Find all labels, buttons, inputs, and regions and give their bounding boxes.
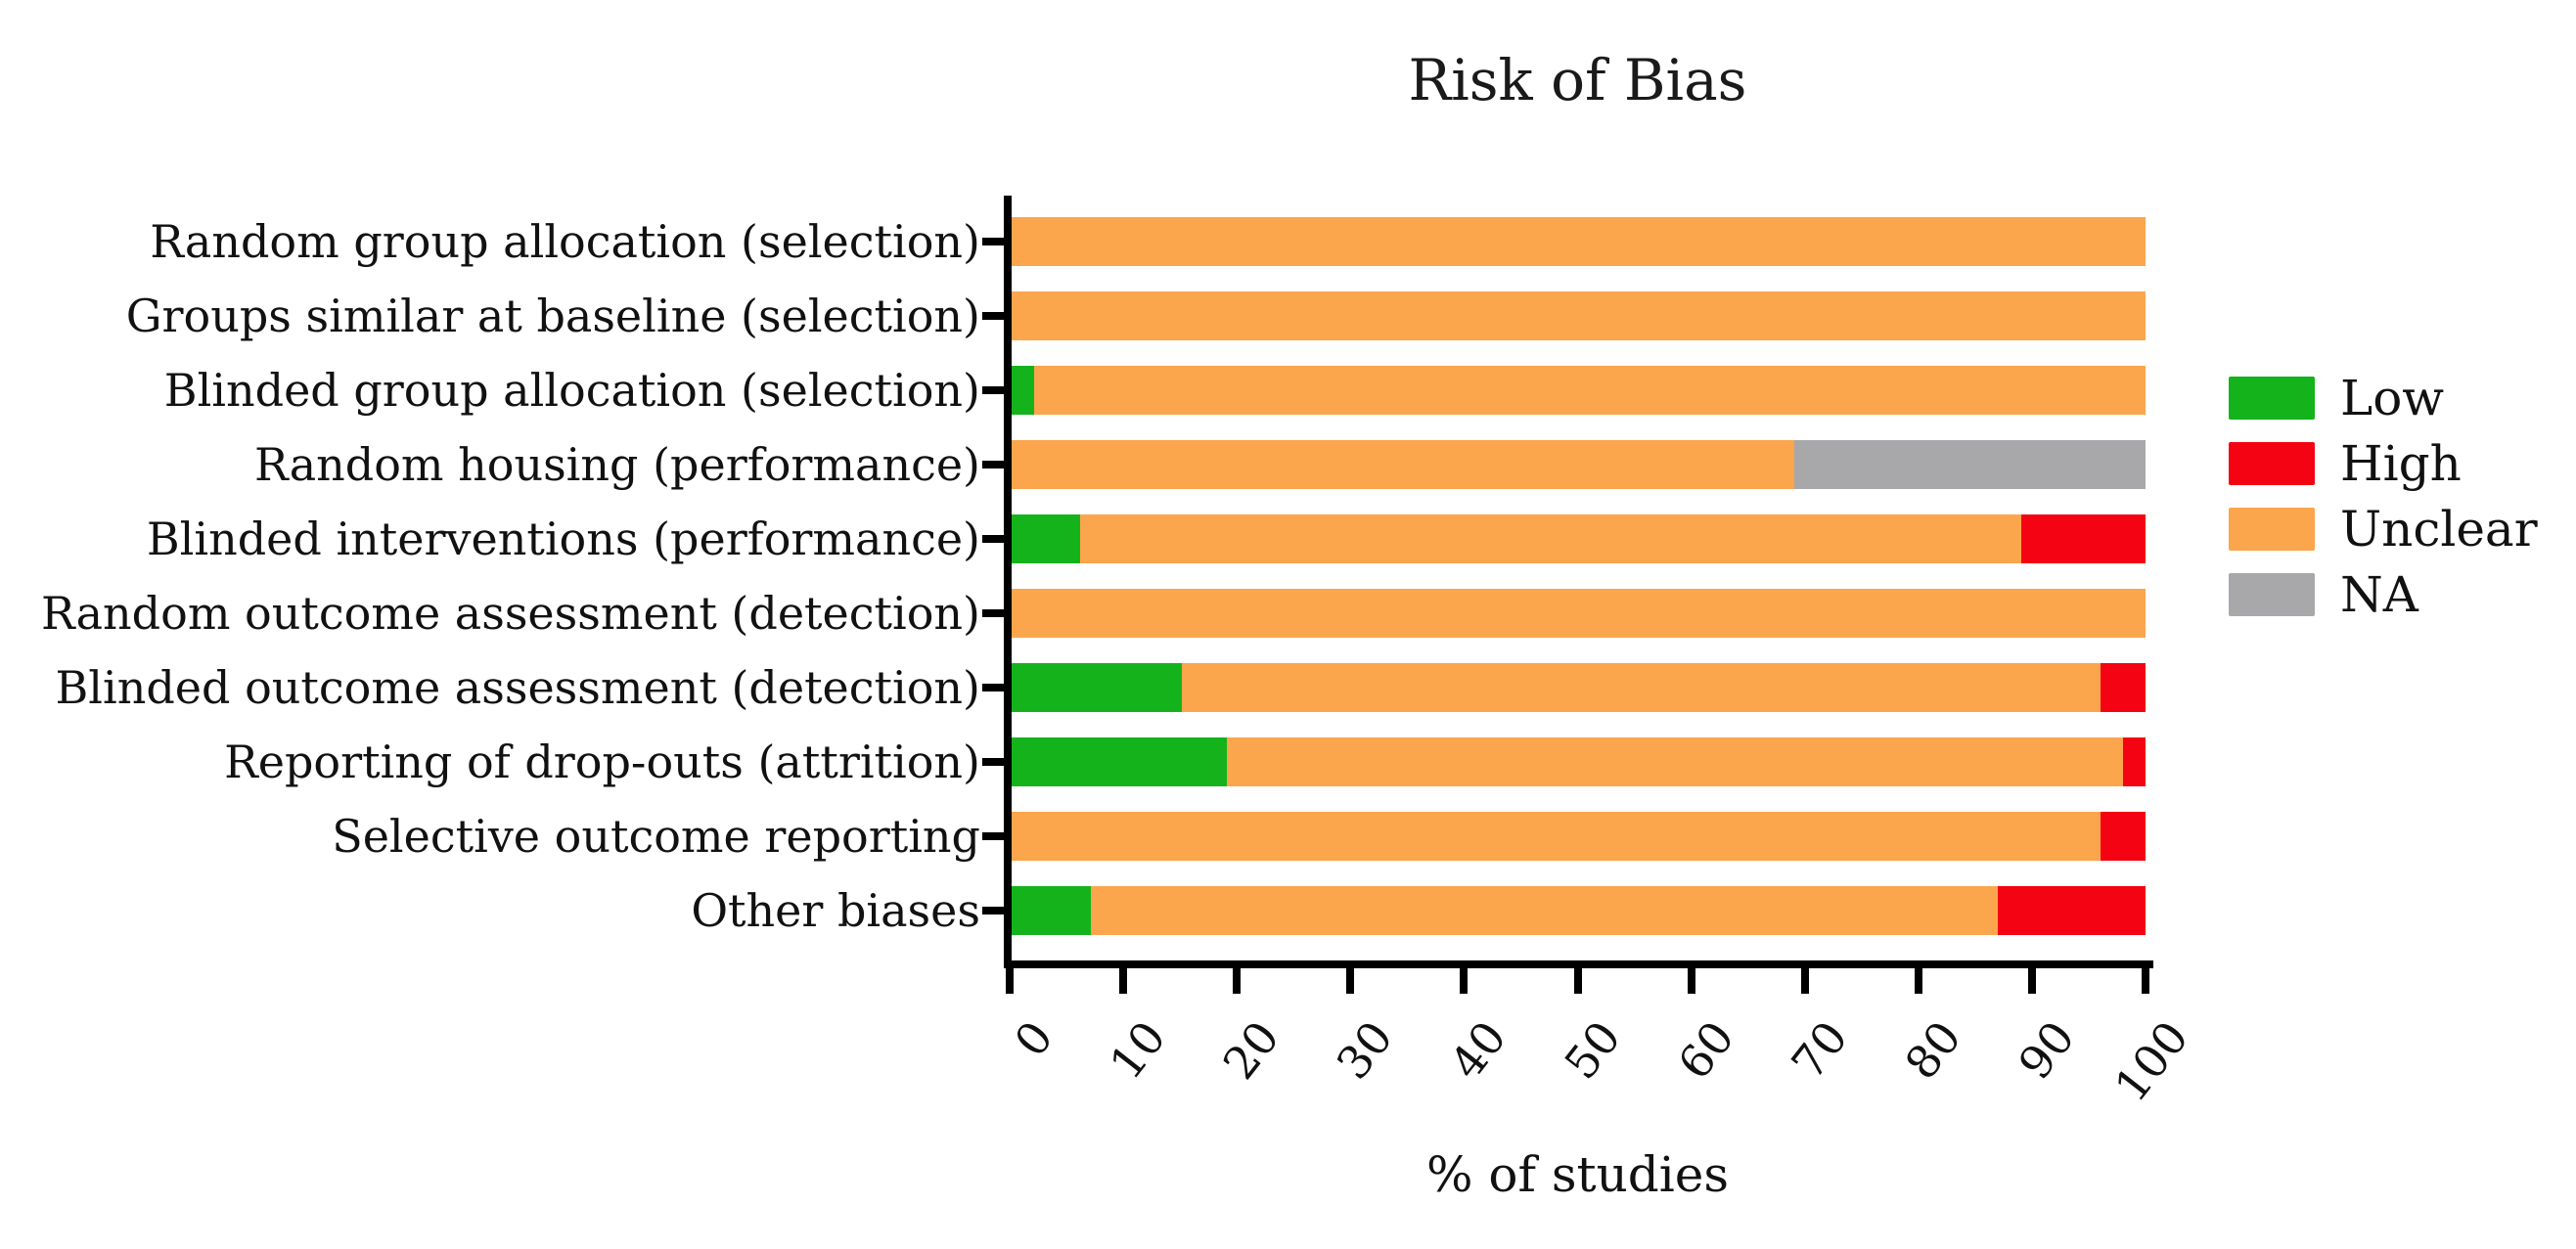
x-tick-mark [1006, 968, 1014, 994]
bar-segment-high [2122, 737, 2146, 786]
legend-swatch-low [2229, 377, 2315, 420]
bar-row [1012, 886, 2146, 935]
y-tick-mark [982, 758, 1004, 766]
y-axis-line [1004, 196, 1012, 968]
bar-segment-unclear [1034, 366, 2146, 415]
y-axis-label: Blinded interventions (performance) [146, 513, 980, 565]
y-tick-mark [982, 312, 1004, 320]
bar-segment-low [1012, 886, 1092, 935]
x-tick-label: 30 [1326, 1011, 1404, 1090]
x-tick-label: 100 [2103, 1011, 2199, 1112]
bar-row [1012, 812, 2146, 861]
legend-label-high: High [2340, 435, 2462, 492]
x-tick-mark [1119, 968, 1127, 994]
y-tick-mark [982, 535, 1004, 543]
y-axis-label: Random housing (performance) [254, 438, 980, 491]
bar-row [1012, 366, 2146, 415]
bar-row [1012, 737, 2146, 786]
x-tick-label: 70 [1781, 1011, 1859, 1090]
bar-segment-unclear [1012, 589, 2146, 638]
bar-segment-high [2100, 812, 2146, 861]
bar-segment-low [1012, 514, 1080, 563]
x-tick-mark [2142, 968, 2149, 994]
x-axis-line [1004, 960, 2153, 968]
x-tick-mark [1688, 968, 1695, 994]
y-tick-mark [982, 907, 1004, 914]
bar-segment-high [2020, 514, 2146, 563]
legend-label-unclear: Unclear [2340, 501, 2538, 558]
x-tick-mark [1346, 968, 1354, 994]
y-tick-mark [982, 684, 1004, 691]
y-tick-mark [982, 238, 1004, 245]
bar-row [1012, 589, 2146, 638]
chart-title: Risk of Bias [1408, 47, 1747, 113]
bar-row [1012, 217, 2146, 266]
y-axis-label: Groups similar at baseline (selection) [125, 290, 980, 342]
y-axis-label: Random group allocation (selection) [150, 215, 980, 268]
bar-row [1012, 440, 2146, 489]
x-tick-label: 10 [1099, 1011, 1177, 1090]
legend-label-na: NA [2340, 566, 2418, 623]
x-tick-mark [1460, 968, 1468, 994]
x-tick-mark [1801, 968, 1809, 994]
bar-segment-na [1793, 440, 2146, 489]
x-tick-mark [1574, 968, 1582, 994]
x-tick-mark [1233, 968, 1241, 994]
y-axis-label: Reporting of drop-outs (attrition) [224, 736, 980, 788]
x-tick-label: 90 [2008, 1011, 2086, 1090]
bar-segment-unclear [1012, 291, 2146, 340]
x-tick-label: 20 [1212, 1011, 1290, 1090]
x-tick-label: 0 [1003, 1011, 1063, 1067]
bar-segment-unclear [1079, 514, 2021, 563]
y-axis-label: Other biases [691, 884, 980, 937]
bar-row [1012, 291, 2146, 340]
y-axis-label: Selective outcome reporting [332, 810, 980, 863]
bar-segment-unclear [1012, 812, 2101, 861]
y-tick-mark [982, 386, 1004, 394]
x-axis-title: % of studies [1425, 1146, 1730, 1203]
x-tick-label: 40 [1439, 1011, 1517, 1090]
bar-segment-unclear [1012, 217, 2146, 266]
x-tick-mark [2028, 968, 2036, 994]
bar-segment-low [1012, 366, 1035, 415]
legend-swatch-high [2229, 442, 2315, 485]
x-tick-label: 80 [1894, 1011, 1972, 1090]
y-axis-label: Blinded outcome assessment (detection) [55, 661, 980, 714]
x-tick-mark [1915, 968, 1922, 994]
bar-row [1012, 514, 2146, 563]
y-tick-mark [982, 609, 1004, 617]
y-axis-label: Blinded group allocation (selection) [163, 364, 980, 417]
bar-segment-high [2100, 663, 2146, 712]
bar-segment-unclear [1181, 663, 2101, 712]
x-tick-label: 60 [1667, 1011, 1745, 1090]
bar-segment-low [1012, 663, 1182, 712]
x-tick-label: 50 [1554, 1011, 1632, 1090]
bar-segment-high [1998, 886, 2146, 935]
y-tick-mark [982, 461, 1004, 468]
y-tick-mark [982, 832, 1004, 840]
bar-segment-unclear [1012, 440, 1794, 489]
y-axis-label: Random outcome assessment (detection) [40, 587, 980, 640]
legend-swatch-unclear [2229, 508, 2315, 551]
bar-segment-unclear [1227, 737, 2123, 786]
bar-row [1012, 663, 2146, 712]
legend-swatch-na [2229, 573, 2315, 616]
bar-segment-unclear [1091, 886, 1999, 935]
legend-label-low: Low [2340, 370, 2445, 426]
bar-segment-low [1012, 737, 1228, 786]
